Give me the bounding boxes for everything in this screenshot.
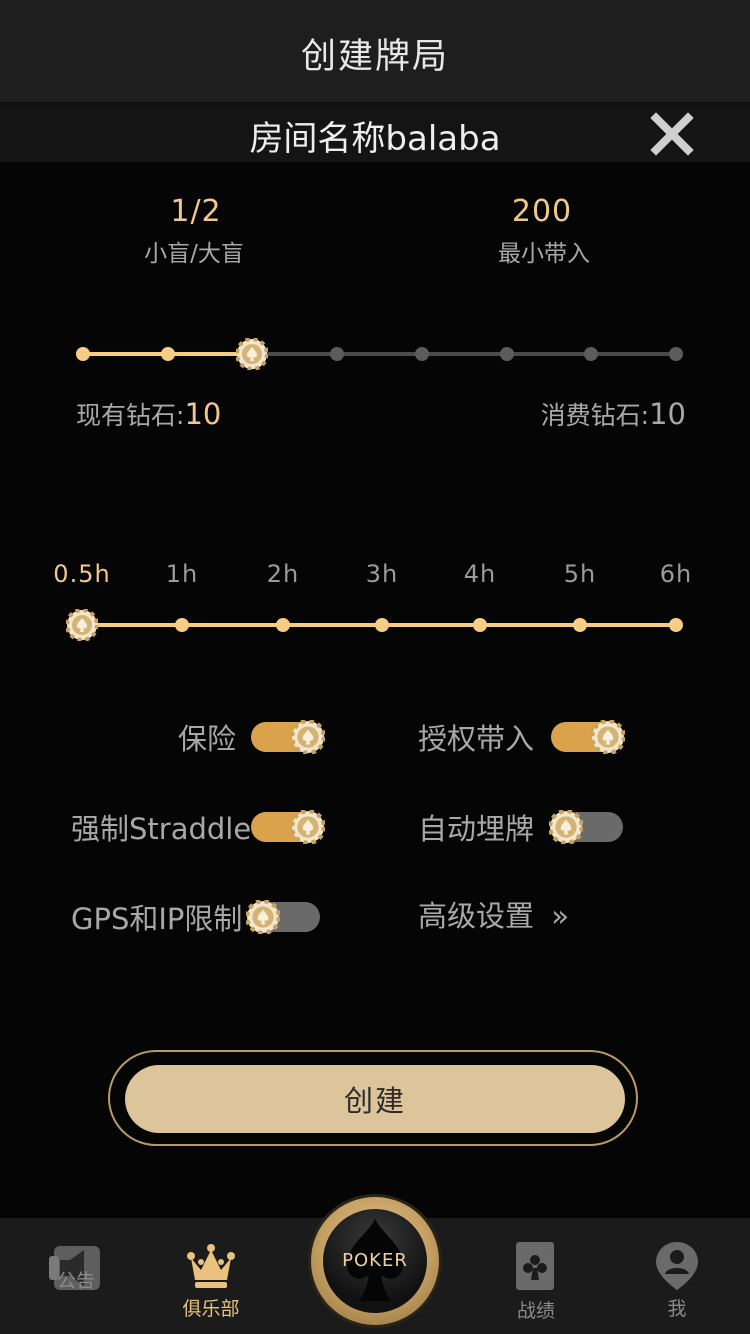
double-chevron-right-icon: »: [551, 899, 569, 933]
header-divider: [0, 102, 750, 108]
duration-slider-handle[interactable]: [66, 609, 98, 641]
insurance-toggle[interactable]: [251, 722, 323, 752]
chip-knob-icon: [291, 720, 325, 754]
poker-label: POKER: [342, 1250, 408, 1271]
duration-tick-label[interactable]: 0.5h: [53, 560, 111, 588]
straddle-toggle[interactable]: [251, 812, 323, 842]
duration-tick-label[interactable]: 3h: [365, 560, 399, 588]
diamonds-cost: 消费钻石:10: [541, 396, 686, 432]
club-card-icon: [516, 1242, 554, 1290]
duration-tick-label[interactable]: 5h: [563, 560, 597, 588]
close-button[interactable]: [648, 110, 696, 158]
poker-button-inner: [323, 1209, 427, 1313]
duration-step-dot[interactable]: [175, 618, 189, 632]
duration-tick-label[interactable]: 1h: [165, 560, 199, 588]
tab-label: 俱乐部: [182, 1298, 240, 1320]
diamonds-cost-value: 10: [649, 397, 686, 431]
room-name-title: 房间名称balaba: [249, 118, 501, 159]
app-header: 创建牌局: [0, 0, 750, 102]
create-button[interactable]: 创建: [125, 1065, 625, 1133]
blind-step-dot[interactable]: [330, 347, 345, 361]
straddle-label: 强制Straddle: [71, 812, 252, 846]
duration-step-dot[interactable]: [669, 618, 683, 632]
insurance-label: 保险: [178, 722, 237, 756]
diamonds-owned-label: 现有钻石:: [76, 401, 185, 430]
duration-tick-label[interactable]: 6h: [659, 560, 693, 588]
spade-icon: [347, 1219, 403, 1301]
tab-label: 公告: [56, 1270, 95, 1292]
tab-records[interactable]: 战绩: [476, 1218, 596, 1334]
min-buyin-value: 200: [511, 194, 573, 229]
blind-step-dot[interactable]: [160, 347, 175, 361]
room-name-bar: 房间名称balaba: [0, 108, 750, 162]
blind-step-dot[interactable]: [584, 347, 599, 361]
duration-tick-label[interactable]: 4h: [463, 560, 497, 588]
chip-knob-icon: [591, 720, 625, 754]
blind-slider-handle[interactable]: [236, 338, 268, 370]
duration-step-dot[interactable]: [573, 618, 587, 632]
diamonds-cost-label: 消费钻石:: [540, 401, 650, 430]
tab-announcement[interactable]: 公告: [16, 1218, 136, 1334]
tab-label: 我: [667, 1298, 687, 1320]
blind-step-dot[interactable]: [669, 347, 683, 361]
crown-icon: [187, 1244, 235, 1288]
tab-label: 战绩: [516, 1300, 555, 1322]
close-icon: [650, 112, 694, 156]
min-buyin-label: 最小带入: [498, 241, 590, 267]
chip-knob-icon: [291, 810, 325, 844]
megaphone-icon: [49, 1246, 100, 1290]
advanced-settings-label: 高级设置: [418, 899, 535, 933]
gps-ip-toggle[interactable]: [248, 902, 320, 932]
page-title: 创建牌局: [300, 36, 449, 77]
blind-step-dot[interactable]: [414, 347, 429, 361]
duration-tick-label[interactable]: 2h: [266, 560, 300, 588]
diamonds-owned: 现有钻石:10: [76, 396, 221, 432]
auth-buyin-toggle[interactable]: [551, 722, 623, 752]
chip-knob-icon: [549, 810, 583, 844]
duration-step-dot[interactable]: [375, 618, 389, 632]
auto-bury-toggle[interactable]: [551, 812, 623, 842]
blind-slider-track: [83, 352, 676, 356]
auth-buyin-label: 授权带入: [418, 722, 535, 756]
user-icon: [656, 1242, 698, 1290]
diamonds-owned-value: 10: [184, 397, 222, 431]
blind-value: 1/2: [170, 194, 222, 229]
duration-step-dot[interactable]: [473, 618, 487, 632]
auto-bury-label: 自动埋牌: [418, 812, 535, 846]
gps-ip-label: GPS和IP限制: [71, 902, 243, 936]
blind-label: 小盲/大盲: [144, 241, 244, 267]
advanced-settings-link[interactable]: 高级设置 »: [418, 893, 569, 935]
duration-step-dot[interactable]: [276, 618, 290, 632]
blind-step-dot[interactable]: [76, 347, 90, 361]
blind-step-dot[interactable]: [499, 347, 514, 361]
tab-me[interactable]: 我: [617, 1218, 737, 1334]
chip-knob-icon: [246, 900, 280, 934]
tab-club[interactable]: 俱乐部: [151, 1218, 271, 1334]
